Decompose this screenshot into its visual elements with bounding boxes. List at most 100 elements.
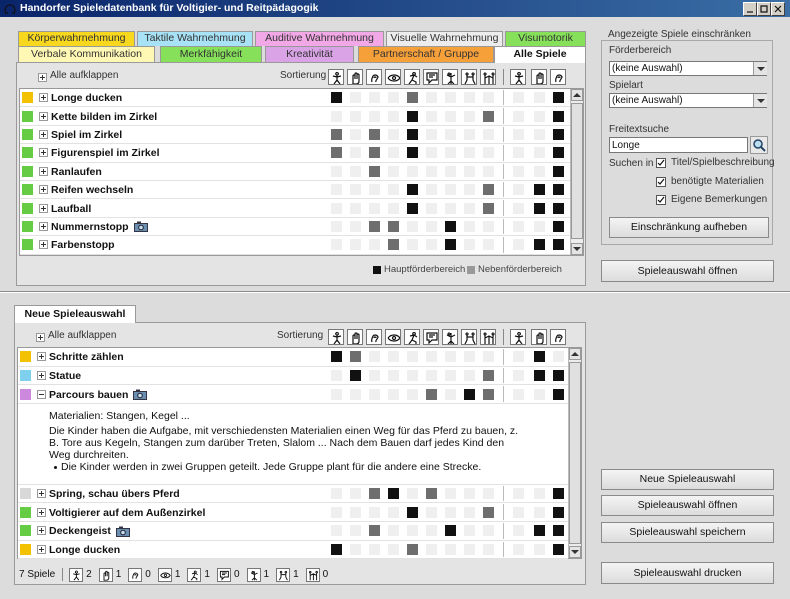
expand-toggle[interactable]: [39, 203, 48, 213]
category-tab[interactable]: Taktile Wahrnehmung: [137, 31, 253, 46]
game-row[interactable]: Laufball: [20, 199, 570, 218]
game-title[interactable]: Parcours bauen: [49, 388, 129, 401]
scroll-up[interactable]: [569, 348, 581, 360]
game-title[interactable]: Kette bilden im Zirkel: [51, 110, 158, 123]
glyph: [464, 72, 476, 84]
expand-all[interactable]: Alle aufklappen: [48, 330, 117, 341]
game-title[interactable]: Statue: [49, 370, 82, 383]
arrow: [573, 247, 581, 251]
game-row[interactable]: Longe ducken: [20, 89, 570, 108]
checkbox-label[interactable]: benötigte Materialien: [671, 175, 764, 187]
expand-all-icon[interactable]: [36, 333, 45, 342]
selection-button[interactable]: Spieleauswahl speichern: [601, 522, 774, 543]
category-tab[interactable]: Merkfähigkeit: [160, 46, 262, 62]
game-title[interactable]: Laufball: [51, 202, 92, 215]
game-title[interactable]: Voltigierer auf dem Außenzirkel: [49, 506, 206, 519]
game-row[interactable]: Spring, schau übers Pferd: [18, 485, 568, 504]
expand-toggle[interactable]: [39, 129, 48, 139]
category-tab[interactable]: Partnerschaft / Gruppe: [358, 46, 494, 62]
game-row[interactable]: Statue: [18, 367, 568, 386]
game-title[interactable]: Nummernstopp: [51, 220, 129, 233]
expand-toggle[interactable]: [39, 185, 48, 195]
expand-toggle[interactable]: [39, 221, 48, 231]
expand-toggle[interactable]: [37, 507, 46, 517]
scroll-down[interactable]: [569, 546, 581, 558]
selection-button[interactable]: Spieleauswahl öffnen: [601, 495, 774, 516]
selection-button[interactable]: Spieleauswahl drucken: [601, 562, 774, 584]
game-row[interactable]: Nummernstopp: [20, 218, 570, 237]
checkbox[interactable]: [656, 195, 666, 205]
scrollbar[interactable]: [570, 89, 583, 255]
category-tab[interactable]: Alle Spiele: [494, 46, 586, 63]
category-tab[interactable]: Visuelle Wahrnehmung: [386, 31, 503, 46]
search-button[interactable]: [750, 136, 768, 154]
checkbox[interactable]: [656, 158, 666, 168]
game-row[interactable]: Kette bilden im Zirkel: [20, 107, 570, 126]
expand-toggle[interactable]: [37, 352, 46, 362]
selection-tab[interactable]: Neue Spieleauswahl: [14, 305, 136, 323]
game-title[interactable]: Deckengeist: [49, 525, 111, 538]
expand-toggle[interactable]: [37, 488, 46, 498]
category-tab[interactable]: Verbale Kommunikation: [18, 46, 155, 62]
reset-button[interactable]: Einschränkung aufheben: [609, 217, 769, 238]
scroll-thumb[interactable]: [571, 103, 583, 239]
main-count: 2: [86, 569, 92, 580]
game-row[interactable]: Farbenstopp: [20, 236, 570, 255]
checkbox-label[interactable]: Eigene Bemerkungen: [671, 194, 768, 205]
game-row[interactable]: Voltigierer auf dem Außenzirkel: [18, 503, 568, 522]
scrollbar[interactable]: [568, 348, 581, 558]
game-title[interactable]: Spiel im Zirkel: [51, 128, 123, 141]
expand-toggle[interactable]: [39, 93, 48, 103]
expand-toggle[interactable]: [37, 371, 46, 381]
scroll-up[interactable]: [571, 89, 583, 101]
select-box[interactable]: (keine Auswahl): [609, 61, 767, 76]
game-row[interactable]: Reifen wechseln: [20, 181, 570, 200]
game-title[interactable]: Reifen wechseln: [51, 184, 134, 197]
game-row[interactable]: Parcours bauen: [18, 385, 568, 405]
search-input[interactable]: Longe: [609, 137, 748, 153]
expand-toggle[interactable]: [39, 148, 48, 158]
area-cell: [406, 202, 418, 214]
game-title[interactable]: Longe ducken: [51, 92, 123, 105]
game-title[interactable]: Longe ducken: [49, 544, 121, 557]
game-title[interactable]: Spring, schau übers Pferd: [49, 487, 180, 500]
status-bar: 7 Spiele 2 1 0 1 1 0 1 1 0: [17, 566, 582, 583]
category-tab[interactable]: Kreativität: [265, 46, 354, 62]
category-tab[interactable]: Körperwahrnehmung: [18, 31, 135, 46]
checkbox-label[interactable]: Titel/Spielbeschreibung: [671, 157, 775, 168]
game-title[interactable]: Schritte zählen: [49, 351, 124, 364]
game-row[interactable]: Longe ducken: [18, 541, 568, 560]
area-cell: [512, 525, 524, 537]
expand-toggle[interactable]: [37, 389, 46, 399]
expand-all-icon[interactable]: [38, 73, 47, 82]
game-row[interactable]: Schritte zählen: [18, 348, 568, 367]
expand-toggle[interactable]: [39, 240, 48, 250]
scroll-down[interactable]: [571, 243, 583, 255]
open-button[interactable]: Spieleauswahl öffnen: [601, 260, 774, 282]
category-tab[interactable]: Visumotorik: [505, 31, 586, 46]
scroll-thumb[interactable]: [569, 362, 581, 544]
select-button[interactable]: [753, 62, 767, 75]
game-row[interactable]: Deckengeist: [18, 522, 568, 541]
expand-all[interactable]: Alle aufklappen: [50, 70, 119, 81]
game-row[interactable]: Ranlaufen: [20, 163, 570, 181]
select-box[interactable]: (keine Auswahl): [609, 93, 767, 108]
area-cell: [406, 184, 418, 196]
expand-toggle[interactable]: [37, 545, 46, 555]
area-label: Förderbereich: [609, 45, 672, 56]
select-button[interactable]: [753, 94, 767, 107]
selection-button[interactable]: Neue Spieleauswahl: [601, 469, 774, 490]
game-title[interactable]: Farbenstopp: [51, 239, 115, 252]
expand-toggle[interactable]: [39, 166, 48, 176]
game-row[interactable]: Spiel im Zirkel: [20, 126, 570, 145]
expand-toggle[interactable]: [39, 111, 48, 121]
filter-title: Angezeigte Spiele einschränken: [606, 29, 753, 40]
game-title[interactable]: Ranlaufen: [51, 165, 102, 178]
game-row[interactable]: Figurenspiel im Zirkel: [20, 144, 570, 163]
category-tab[interactable]: Auditive Wahrnehmung: [255, 31, 384, 46]
checkbox[interactable]: [656, 176, 666, 187]
game-title[interactable]: Figurenspiel im Zirkel: [51, 147, 160, 160]
expand-toggle[interactable]: [37, 526, 46, 536]
glyph: [191, 570, 199, 580]
